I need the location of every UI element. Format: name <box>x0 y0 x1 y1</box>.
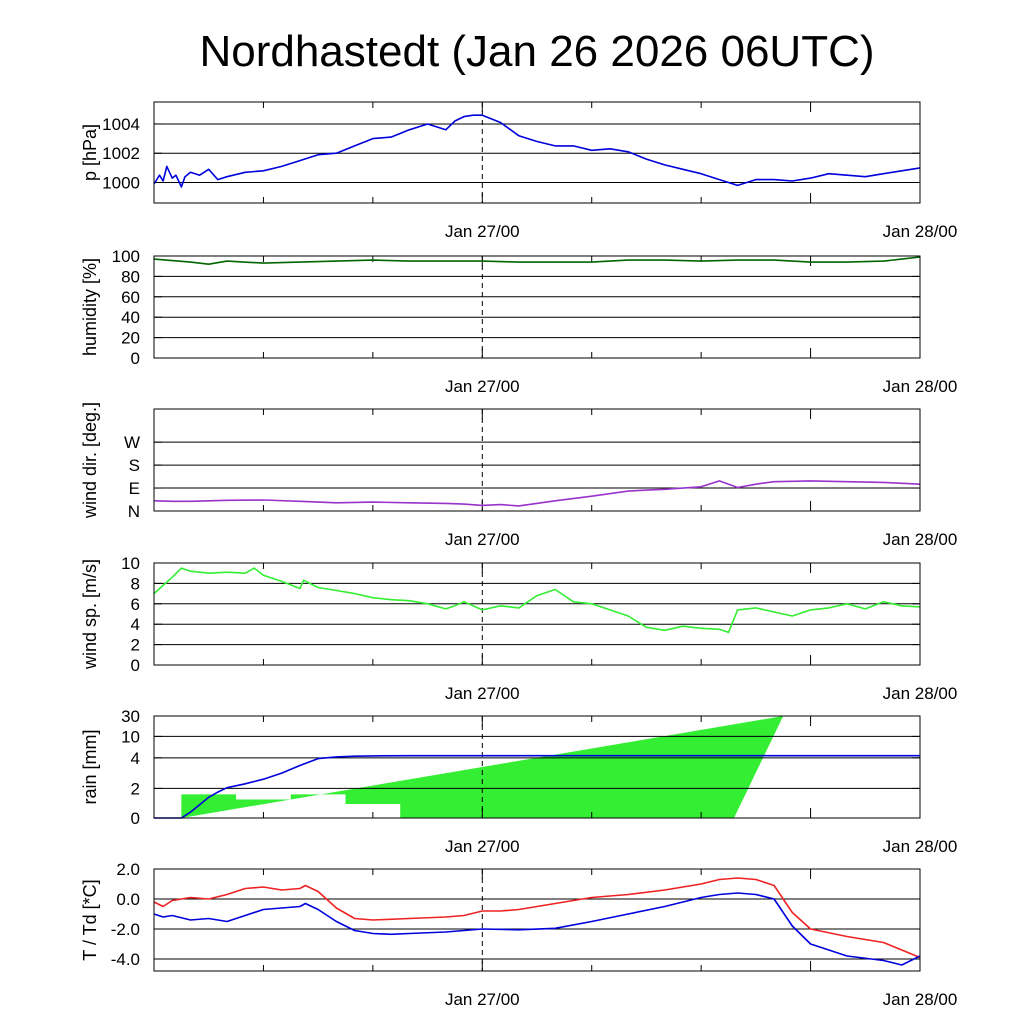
series-line-wind-speed-0 <box>153 567 921 634</box>
ytick-label-wind-speed-1: 2 <box>131 636 140 655</box>
ytick-label-rain-2: 4 <box>131 749 140 768</box>
xtick-label-temperature-dewpoint-0: Jan 27/00 <box>445 990 520 1009</box>
ytick-label-temperature-dewpoint-2: 0.0 <box>116 890 140 909</box>
ytick-label-wind-direction-3: W <box>124 433 140 452</box>
ytick-label-humidity-3: 60 <box>121 288 140 307</box>
series-line-rain-0 <box>154 754 920 819</box>
ylabel-wind-direction: wind dir. [deg.] <box>80 402 100 519</box>
ytick-label-wind-direction-2: S <box>129 456 140 475</box>
ylabel-humidity: humidity [%] <box>80 258 100 356</box>
xtick-label-pressure-1: Jan 28/00 <box>883 222 958 241</box>
plot-frame-temperature-dewpoint <box>153 868 921 972</box>
ytick-label-pressure-2: 1004 <box>102 115 140 134</box>
plot-frame-wind-speed <box>153 562 921 666</box>
ytick-label-wind-speed-0: 0 <box>131 656 140 675</box>
ylabel-temperature-dewpoint: T / Td [*C] <box>80 879 100 960</box>
ytick-label-temperature-dewpoint-3: 2.0 <box>116 860 140 879</box>
ylabel-wind-speed: wind sp. [m/s] <box>80 559 100 670</box>
xtick-label-wind-direction-1: Jan 28/00 <box>883 530 958 549</box>
ytick-label-rain-3: 10 <box>121 727 140 746</box>
series-line-temperature-dewpoint-0 <box>153 877 921 959</box>
plot-frame-pressure <box>153 101 921 204</box>
xtick-label-humidity-1: Jan 28/00 <box>883 377 958 396</box>
xtick-label-rain-0: Jan 27/00 <box>445 837 520 856</box>
xtick-label-humidity-0: Jan 27/00 <box>445 377 520 396</box>
xtick-label-wind-speed-1: Jan 28/00 <box>883 684 958 703</box>
ytick-label-temperature-dewpoint-0: -4.0 <box>111 950 140 969</box>
ytick-label-humidity-0: 0 <box>131 349 140 368</box>
ytick-label-humidity-4: 80 <box>121 267 140 286</box>
ytick-label-wind-speed-2: 4 <box>131 615 140 634</box>
ytick-label-wind-speed-3: 6 <box>131 595 140 614</box>
series-line-wind-direction-0 <box>153 480 921 507</box>
series-line-temperature-dewpoint-1 <box>153 892 921 966</box>
xtick-label-wind-speed-0: Jan 27/00 <box>445 684 520 703</box>
ytick-label-wind-speed-4: 8 <box>131 574 140 593</box>
ytick-label-rain-1: 2 <box>131 779 140 798</box>
ytick-label-pressure-0: 1000 <box>102 174 140 193</box>
xtick-label-temperature-dewpoint-1: Jan 28/00 <box>883 990 958 1009</box>
ylabel-pressure: p [hPa] <box>80 124 100 181</box>
panel-temperature-dewpoint: -4.0 -2.0 0.0 2.0 T / Td [*C] Jan 27/00 Jan 28… <box>80 860 957 1009</box>
ylabel-rain: rain [mm] <box>80 729 100 804</box>
ytick-label-wind-speed-5: 10 <box>121 554 140 573</box>
plot-frame-wind-direction <box>153 408 921 512</box>
panel-wind-speed: 02 46 810 wind sp. [m/s] Jan 27/00 Jan 28/00 <box>80 554 957 703</box>
ytick-label-pressure-1: 1002 <box>102 144 140 163</box>
xtick-label-rain-1: Jan 28/00 <box>883 837 958 856</box>
series-line-humidity-0 <box>153 256 921 265</box>
series-line-pressure-0 <box>153 114 921 188</box>
ytick-label-temperature-dewpoint-1: -2.0 <box>111 920 140 939</box>
plot-frame-humidity <box>153 255 921 359</box>
rain-amount-fill <box>181 716 784 818</box>
ytick-label-rain-0: 0 <box>131 809 140 828</box>
ytick-label-wind-direction-1: E <box>129 479 140 498</box>
chart-title: Nordhastedt (Jan 26 2026 06UTC) <box>199 27 874 76</box>
xtick-label-pressure-0: Jan 27/00 <box>445 222 520 241</box>
ytick-label-rain-4: 30 <box>121 707 140 726</box>
plot-frame-rain <box>153 715 921 819</box>
ytick-label-humidity-2: 40 <box>121 308 140 327</box>
ytick-label-humidity-5: 100 <box>112 247 140 266</box>
ytick-label-humidity-1: 20 <box>121 329 140 348</box>
ytick-label-wind-direction-0: N <box>128 502 140 521</box>
xtick-label-wind-direction-0: Jan 27/00 <box>445 530 520 549</box>
